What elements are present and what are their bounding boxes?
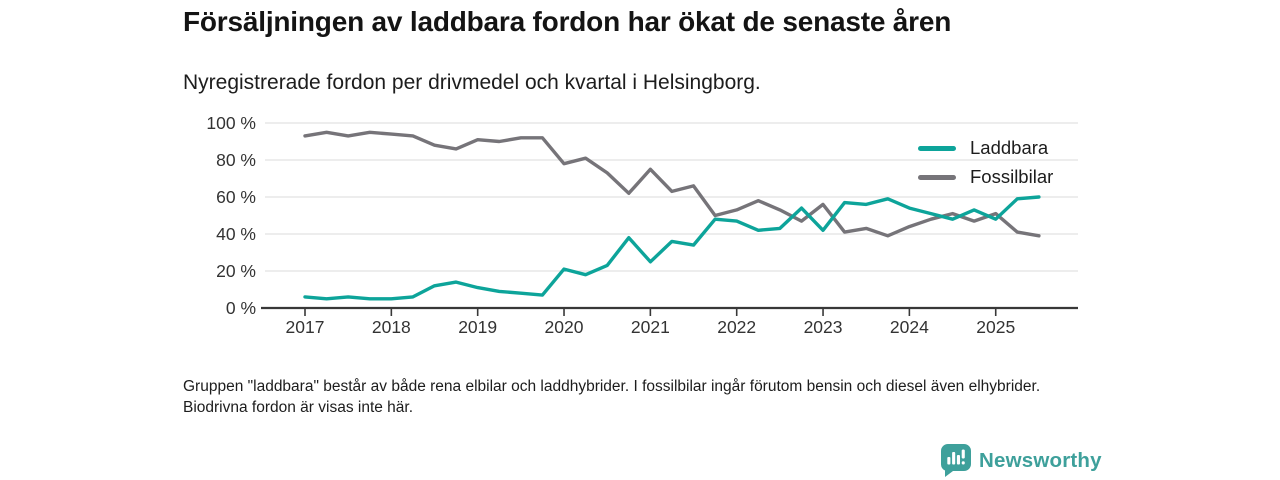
x-axis-tick-label: 2019 bbox=[458, 317, 497, 337]
x-axis-tick-label: 2025 bbox=[976, 317, 1015, 337]
footnote: Gruppen "laddbara" består av både rena e… bbox=[183, 378, 1041, 416]
y-axis-tick-label: 20 % bbox=[216, 261, 256, 281]
x-axis-tick-label: 2021 bbox=[631, 317, 670, 337]
brand-name: Newsworthy bbox=[979, 448, 1102, 472]
legend-item-fossilbilar: Fossilbilar bbox=[918, 166, 1054, 187]
legend-label-laddbara: Laddbara bbox=[970, 137, 1049, 158]
laddbara-line-swatch bbox=[918, 145, 956, 151]
series-line-laddbara bbox=[303, 195, 1041, 301]
chart-legend: Laddbara Fossilbilar bbox=[918, 137, 1054, 187]
y-axis-tick-label: 100 % bbox=[206, 113, 256, 133]
y-axis-tick-label: 40 % bbox=[216, 224, 256, 244]
fossilbilar-line-swatch bbox=[918, 174, 956, 180]
x-axis-tick-label: 2018 bbox=[372, 317, 411, 337]
legend-label-fossilbilar: Fossilbilar bbox=[970, 166, 1054, 187]
y-axis-tick-label: 0 % bbox=[226, 298, 256, 318]
y-axis-tick-label: 60 % bbox=[216, 187, 256, 207]
legend-item-laddbara: Laddbara bbox=[918, 137, 1053, 158]
x-axis-tick-label: 2020 bbox=[545, 317, 584, 337]
page-title: Försäljningen av laddbara fordon har öka… bbox=[183, 6, 952, 37]
x-axis-tick-label: 2022 bbox=[717, 317, 756, 337]
x-axis-tick-label: 2024 bbox=[890, 317, 929, 337]
newsworthy-logo: Newsworthy bbox=[941, 444, 1102, 477]
page-subtitle: Nyregistrerade fordon per drivmedel och … bbox=[183, 71, 761, 94]
x-axis-tick-label: 2017 bbox=[286, 317, 325, 337]
y-axis-tick-label: 80 % bbox=[216, 150, 256, 170]
series-line-fossilbilar bbox=[303, 130, 1041, 238]
x-axis-tick-label: 2023 bbox=[804, 317, 843, 337]
bar-chart-badge-icon bbox=[941, 444, 971, 477]
